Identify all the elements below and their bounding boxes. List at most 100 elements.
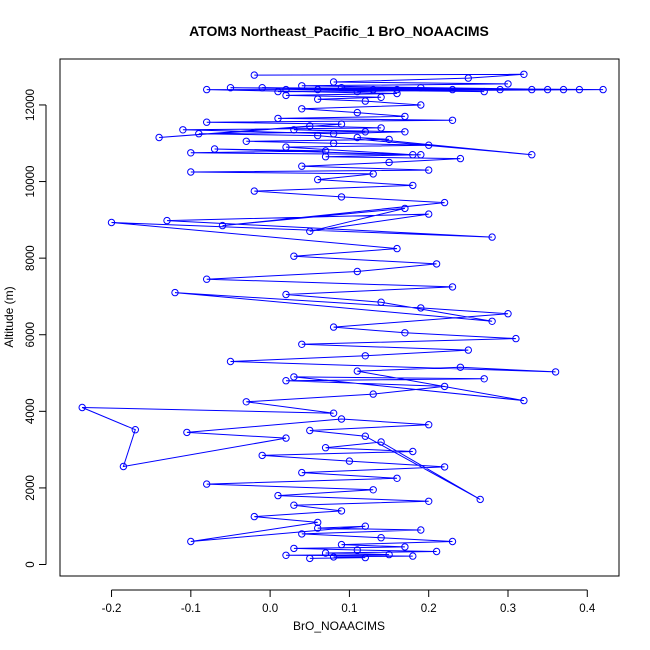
x-tick-label: 0.2 <box>421 603 437 615</box>
data-point <box>377 93 385 102</box>
series-points <box>78 70 607 563</box>
data-point <box>210 145 219 153</box>
data-point <box>353 367 361 375</box>
data-point <box>250 71 259 79</box>
data-point <box>425 141 433 149</box>
data-point <box>432 260 441 268</box>
data-point <box>512 334 520 343</box>
data-point <box>242 137 251 146</box>
x-axis-label: BrO_NOAACIMS <box>293 619 385 633</box>
data-point <box>258 84 266 92</box>
data-point <box>448 116 457 125</box>
data-point <box>282 434 290 442</box>
data-point <box>250 187 259 195</box>
data-point <box>599 85 607 94</box>
data-point <box>401 128 409 136</box>
data-point <box>282 91 290 100</box>
data-point <box>393 89 401 98</box>
data-point <box>171 288 179 297</box>
data-point <box>361 97 369 105</box>
data-point <box>409 181 417 190</box>
data-point <box>440 382 449 391</box>
data-point <box>377 124 385 132</box>
data-point <box>409 552 417 560</box>
data-point <box>369 85 377 94</box>
data-point <box>401 204 409 213</box>
data-point <box>464 74 472 82</box>
data-point <box>298 105 306 113</box>
data-point <box>520 396 528 405</box>
data-point <box>314 518 322 527</box>
data-point <box>353 133 361 142</box>
data-point <box>321 153 330 161</box>
data-point <box>504 310 512 318</box>
data-point <box>425 210 433 218</box>
data-point <box>242 398 251 406</box>
data-point <box>504 80 512 88</box>
data-point <box>393 474 401 482</box>
data-point <box>464 346 472 354</box>
data-point <box>528 85 536 94</box>
data-point <box>163 216 171 225</box>
data-point <box>476 495 484 504</box>
y-tick-label: 10000 <box>25 166 37 198</box>
data-point <box>290 373 298 381</box>
data-point <box>488 233 496 241</box>
data-point <box>575 85 584 94</box>
data-point <box>440 463 449 471</box>
data-point <box>528 151 536 159</box>
data-point <box>337 540 346 549</box>
data-point <box>417 151 425 159</box>
x-tick-label: 0.3 <box>500 603 516 615</box>
data-point <box>385 550 393 559</box>
data-point <box>306 426 314 435</box>
data-point <box>187 537 195 546</box>
data-point <box>409 447 417 456</box>
data-point <box>425 497 433 505</box>
data-point <box>290 544 298 553</box>
data-point <box>203 85 211 94</box>
series-line <box>82 73 604 559</box>
data-point <box>274 114 282 123</box>
data-point <box>559 85 568 94</box>
data-point <box>353 87 361 96</box>
x-tick-label: 0.1 <box>341 603 357 615</box>
data-point <box>179 126 187 134</box>
data-point <box>183 428 191 437</box>
y-axis: 0 2000 4000 6000 8000 10000 12000 <box>25 89 47 568</box>
data-point <box>393 85 401 94</box>
data-point <box>131 426 140 434</box>
data-point <box>314 131 322 140</box>
y-tick-label: 12000 <box>25 89 37 121</box>
data-point <box>290 252 298 260</box>
data-point <box>306 554 314 563</box>
data-point <box>369 170 377 178</box>
y-tick-label: 4000 <box>25 399 37 425</box>
data-point <box>226 357 235 366</box>
data-point <box>337 193 346 201</box>
y-tick-label: 0 <box>25 561 37 567</box>
data-point <box>155 133 163 142</box>
data-point <box>361 522 369 530</box>
data-point <box>448 283 457 291</box>
data-point <box>321 444 330 452</box>
data-point <box>218 221 227 230</box>
data-point <box>306 122 314 130</box>
data-point <box>456 363 465 371</box>
data-point <box>290 126 298 134</box>
y-tick-label: 6000 <box>25 322 37 348</box>
data-point <box>417 101 425 109</box>
data-point <box>361 352 369 360</box>
data-point <box>274 491 282 500</box>
data-point <box>329 139 338 148</box>
data-point <box>203 118 211 126</box>
data-point <box>401 112 409 121</box>
data-point <box>353 546 361 554</box>
data-point <box>361 432 369 440</box>
data-point <box>337 84 346 92</box>
chart-title: ATOM3 Northeast_Pacific_1 BrO_NOAACIMS <box>189 23 489 39</box>
data-point <box>520 70 528 79</box>
data-point <box>107 218 116 227</box>
data-point <box>187 149 195 157</box>
